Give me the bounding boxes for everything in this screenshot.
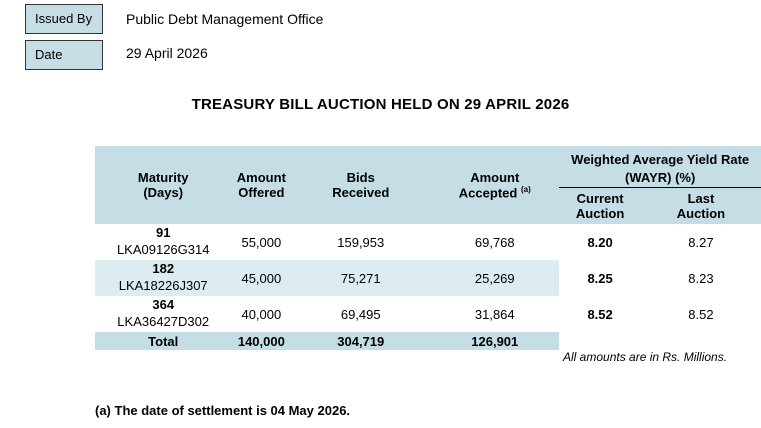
header-maturity: Maturity (Days) xyxy=(95,146,232,224)
last-yield-cell: 8.23 xyxy=(688,270,714,286)
current-yield-cell: 8.52 xyxy=(587,306,613,322)
bids-cell: 69,495 xyxy=(340,306,381,322)
total-bids: 304,719 xyxy=(291,332,431,350)
offered-cell: 55,000 xyxy=(241,234,282,250)
total-accepted: 126,901 xyxy=(430,332,560,350)
table-row: 182 LKA18226J307 45,000 75,271 25,269 8.2… xyxy=(95,260,761,296)
maturity-cell: 182 LKA18226J307 xyxy=(95,260,232,296)
maturity-cell: 91 LKA09126G314 xyxy=(116,225,210,257)
header-last-auction: Last Auction xyxy=(640,187,761,224)
bids-cell: 159,953 xyxy=(337,234,385,250)
table-row: 91 LKA09126G314 55,000 159,953 69,768 8.2… xyxy=(95,224,761,260)
header-current-auction: Current Auction xyxy=(559,187,641,224)
total-offered: 140,000 xyxy=(231,332,292,350)
last-yield-cell: 8.52 xyxy=(688,306,714,322)
issued-by-value: Public Debt Management Office xyxy=(126,11,324,27)
bids-cell: 75,271 xyxy=(291,260,431,296)
table-row: 364 LKA36427D302 40,000 69,495 31,864 8.5… xyxy=(95,296,761,332)
offered-cell: 40,000 xyxy=(241,306,282,322)
maturity-cell: 364 LKA36427D302 xyxy=(117,297,210,329)
date-value: 29 April 2026 xyxy=(126,45,208,61)
accepted-cell: 25,269 xyxy=(430,260,560,296)
header-wayr-unit: (WAYR) (%) xyxy=(559,168,761,188)
accepted-cell: 69,768 xyxy=(474,234,515,250)
issued-by-label: Issued By xyxy=(25,4,103,34)
offered-cell: 45,000 xyxy=(231,260,292,296)
settlement-footnote: (a) The date of settlement is 04 May 202… xyxy=(95,403,351,418)
page-title: TREASURY BILL AUCTION HELD ON 29 APRIL 2… xyxy=(191,96,570,113)
auction-table: Maturity (Days) Amount Offered Bids Receive… xyxy=(95,146,761,350)
header-accepted: Amount Accepted (a) xyxy=(430,146,560,224)
total-label: Total xyxy=(95,332,232,350)
current-yield-cell: 8.25 xyxy=(587,270,613,286)
header-bids: Bids Received xyxy=(291,146,431,224)
table-header-row: Maturity (Days) Amount Offered Bids Receive… xyxy=(95,146,761,224)
amounts-note: All amounts are in Rs. Millions. xyxy=(563,350,728,364)
date-label: Date xyxy=(25,40,103,70)
header-wayr: Weighted Average Yield Rate xyxy=(559,146,761,169)
last-yield-cell: 8.27 xyxy=(688,234,714,250)
current-yield-cell: 8.20 xyxy=(587,234,613,250)
header-offered: Amount Offered xyxy=(231,146,292,224)
total-row: Total 140,000 304,719 126,901 xyxy=(95,332,761,350)
accepted-cell: 31,864 xyxy=(474,306,515,322)
